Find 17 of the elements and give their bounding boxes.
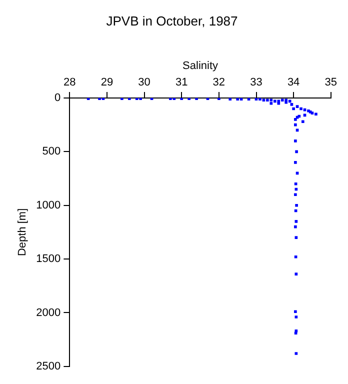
x-axis-title: Salinity	[182, 60, 218, 72]
y-axis-title: Depth [m]	[16, 208, 29, 256]
y-tick-label: 1000	[36, 199, 61, 212]
y-tick-label: 2500	[36, 360, 61, 372]
x-tick-label: 30	[138, 76, 150, 88]
x-tick-label: 32	[212, 76, 226, 88]
x-tick-label: 28	[64, 76, 76, 88]
x-tick-label: 31	[175, 76, 188, 88]
x-tick-label: 29	[100, 76, 114, 88]
y-tick-label: 1500	[36, 253, 61, 266]
y-tick-label: 2000	[36, 306, 61, 319]
y-tick-label: 0	[54, 92, 61, 104]
x-tick-label: 35	[324, 76, 338, 88]
y-tick-label: 500	[42, 146, 61, 158]
chart-title: JPVB in October, 1987	[106, 13, 238, 28]
x-tick-label: 34	[287, 76, 300, 88]
x-tick-label: 33	[250, 76, 262, 88]
